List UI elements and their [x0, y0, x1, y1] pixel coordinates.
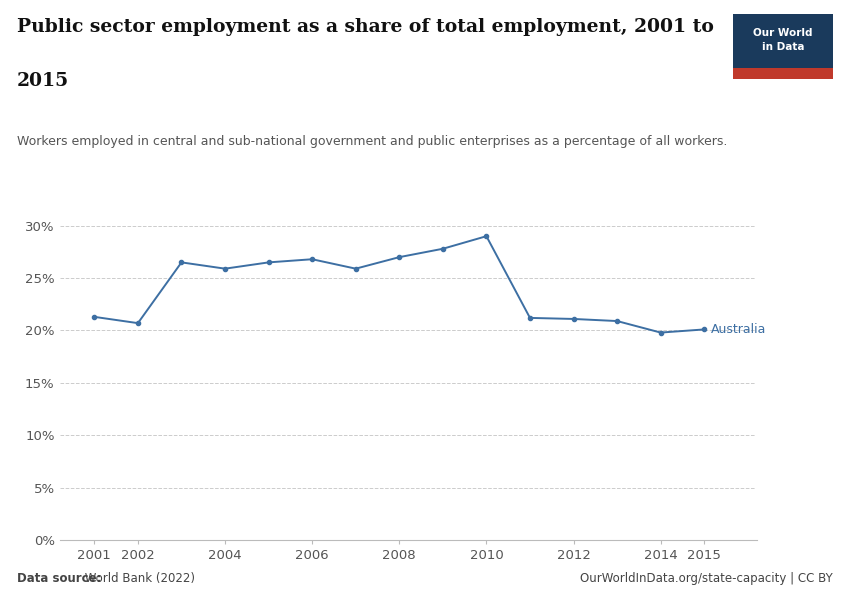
Bar — [733, 14, 833, 68]
Text: Our World
in Data: Our World in Data — [753, 28, 813, 52]
Text: Public sector employment as a share of total employment, 2001 to: Public sector employment as a share of t… — [17, 18, 714, 36]
Text: OurWorldInData.org/state-capacity | CC BY: OurWorldInData.org/state-capacity | CC B… — [581, 572, 833, 585]
Text: 2015: 2015 — [17, 72, 69, 90]
Text: Australia: Australia — [711, 323, 766, 336]
Text: World Bank (2022): World Bank (2022) — [81, 572, 195, 585]
Text: Data source:: Data source: — [17, 572, 101, 585]
Text: Workers employed in central and sub-national government and public enterprises a: Workers employed in central and sub-nati… — [17, 135, 728, 148]
Bar — [733, 68, 833, 79]
